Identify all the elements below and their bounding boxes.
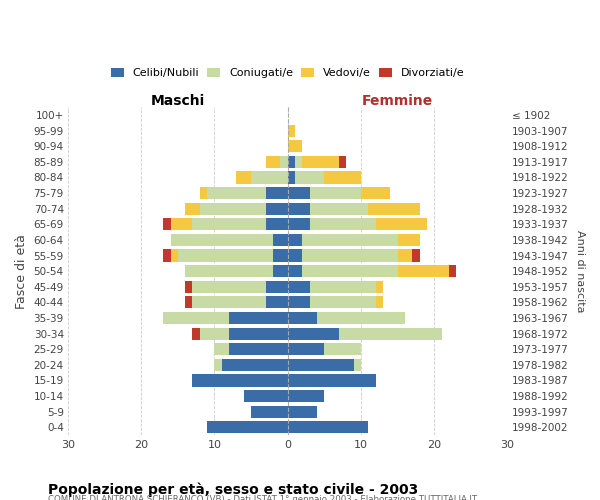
Bar (287, 234, 302, 246)
Bar (339, 328, 442, 340)
Bar (193, 328, 200, 340)
Bar (310, 280, 376, 293)
Bar (207, 421, 287, 434)
Bar (266, 202, 287, 215)
Bar (287, 250, 302, 262)
Bar (302, 156, 339, 168)
Text: Femmine: Femmine (362, 94, 433, 108)
Bar (376, 218, 427, 230)
Bar (287, 312, 317, 324)
Bar (170, 250, 178, 262)
Bar (302, 234, 398, 246)
Bar (193, 374, 287, 386)
Bar (207, 187, 266, 199)
Bar (398, 265, 449, 278)
Bar (287, 265, 302, 278)
Bar (280, 156, 287, 168)
Bar (266, 156, 280, 168)
Bar (376, 280, 383, 293)
Bar (325, 172, 361, 183)
Bar (236, 172, 251, 183)
Bar (163, 250, 170, 262)
Bar (273, 250, 287, 262)
Bar (295, 172, 325, 183)
Bar (287, 124, 295, 136)
Text: COMUNE DI ANTRONA SCHIERANCO (VB) - Dati ISTAT 1° gennaio 2003 - Elaborazione TU: COMUNE DI ANTRONA SCHIERANCO (VB) - Dati… (48, 495, 477, 500)
Bar (287, 202, 310, 215)
Bar (287, 156, 295, 168)
Bar (368, 202, 419, 215)
Bar (229, 343, 287, 355)
Bar (376, 296, 383, 308)
Bar (193, 280, 266, 293)
Bar (222, 359, 287, 371)
Bar (287, 328, 339, 340)
Bar (193, 218, 266, 230)
Bar (200, 328, 229, 340)
Bar (412, 250, 419, 262)
Bar (398, 250, 412, 262)
Bar (266, 296, 287, 308)
Bar (287, 359, 353, 371)
Bar (353, 359, 361, 371)
Bar (449, 265, 456, 278)
Bar (170, 218, 193, 230)
Bar (178, 250, 273, 262)
Bar (287, 296, 310, 308)
Bar (193, 296, 266, 308)
Legend: Celibi/Nubili, Coniugati/e, Vedovi/e, Divorziati/e: Celibi/Nubili, Coniugati/e, Vedovi/e, Di… (106, 64, 469, 83)
Bar (170, 234, 273, 246)
Bar (266, 187, 287, 199)
Bar (200, 187, 207, 199)
Bar (287, 140, 302, 152)
Bar (185, 296, 193, 308)
Y-axis label: Fasce di età: Fasce di età (15, 234, 28, 308)
Bar (287, 406, 317, 418)
Bar (310, 202, 368, 215)
Bar (287, 172, 295, 183)
Bar (287, 343, 325, 355)
Bar (229, 328, 287, 340)
Text: Popolazione per età, sesso e stato civile - 2003: Popolazione per età, sesso e stato civil… (48, 482, 418, 497)
Bar (287, 374, 376, 386)
Bar (214, 359, 222, 371)
Bar (310, 187, 361, 199)
Bar (185, 202, 200, 215)
Bar (302, 265, 398, 278)
Bar (339, 156, 346, 168)
Bar (317, 312, 405, 324)
Bar (302, 250, 398, 262)
Bar (287, 187, 310, 199)
Bar (163, 312, 229, 324)
Bar (244, 390, 287, 402)
Bar (185, 265, 273, 278)
Text: Maschi: Maschi (151, 94, 205, 108)
Bar (266, 280, 287, 293)
Bar (229, 312, 287, 324)
Bar (251, 406, 287, 418)
Y-axis label: Anni di nascita: Anni di nascita (575, 230, 585, 312)
Bar (163, 218, 170, 230)
Bar (398, 234, 419, 246)
Bar (214, 343, 229, 355)
Bar (310, 218, 376, 230)
Bar (325, 343, 361, 355)
Bar (200, 202, 266, 215)
Bar (185, 280, 193, 293)
Bar (273, 265, 287, 278)
Bar (287, 218, 310, 230)
Bar (361, 187, 390, 199)
Bar (287, 390, 325, 402)
Bar (251, 172, 287, 183)
Bar (295, 156, 302, 168)
Bar (273, 234, 287, 246)
Bar (287, 280, 310, 293)
Bar (310, 296, 376, 308)
Bar (266, 218, 287, 230)
Bar (287, 421, 368, 434)
